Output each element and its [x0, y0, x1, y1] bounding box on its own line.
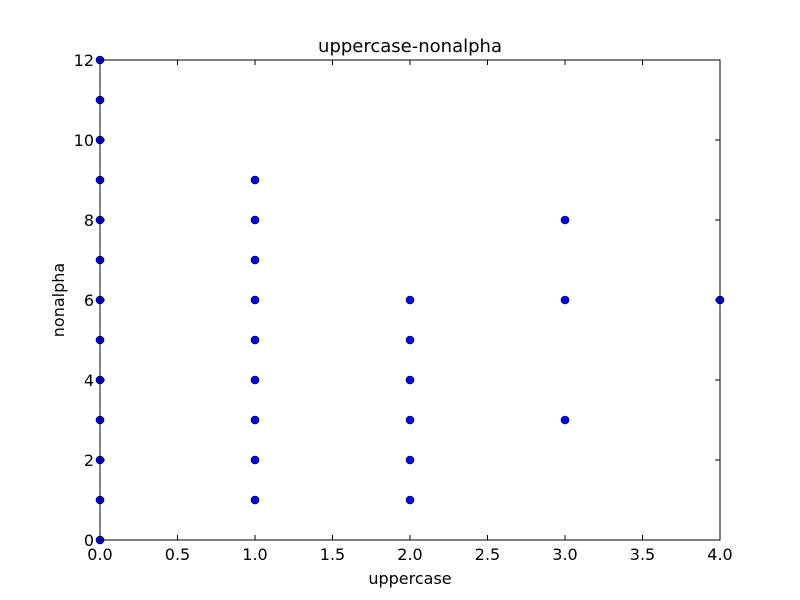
y-tick-label: 0	[84, 531, 94, 550]
chart-title: uppercase-nonalpha	[318, 36, 502, 57]
data-point	[250, 455, 260, 465]
y-tick-label: 8	[84, 211, 94, 230]
x-axis-label: uppercase	[368, 569, 451, 588]
x-tick-label: 1.5	[320, 545, 345, 564]
data-point	[250, 255, 260, 265]
data-point	[560, 295, 570, 305]
data-point	[405, 415, 415, 425]
data-point	[405, 335, 415, 345]
data-point	[405, 495, 415, 505]
data-point	[405, 455, 415, 465]
y-tick-label: 12	[74, 51, 94, 70]
data-point	[405, 295, 415, 305]
data-point	[250, 495, 260, 505]
axis-ticks: 0.0 0.5 1.0 1.5 2.0 2.5 3.0 3.5 4.0 0 2 4 6 8 10 12	[74, 51, 733, 564]
y-tick-label: 10	[74, 131, 94, 150]
x-tick-label: 1.0	[242, 545, 267, 564]
data-point	[250, 375, 260, 385]
data-points	[95, 55, 725, 545]
y-tick-label: 6	[84, 291, 94, 310]
data-point	[250, 215, 260, 225]
data-point	[250, 415, 260, 425]
data-point	[250, 335, 260, 345]
x-tick-label: 0.5	[165, 545, 190, 564]
data-point	[250, 175, 260, 185]
x-tick-label: 2.0	[397, 545, 422, 564]
y-tick-label: 2	[84, 451, 94, 470]
x-tick-label: 3.5	[630, 545, 655, 564]
data-point	[560, 415, 570, 425]
plot-frame	[99, 59, 721, 541]
data-point	[405, 375, 415, 385]
x-tick-label: 3.0	[552, 545, 577, 564]
x-tick-label: 2.5	[475, 545, 500, 564]
y-tick-label: 4	[84, 371, 94, 390]
x-tick-label: 4.0	[707, 545, 732, 564]
data-point	[250, 295, 260, 305]
y-axis-label: nonalpha	[49, 263, 68, 337]
x-tick-label: 0.0	[87, 545, 112, 564]
data-point	[560, 215, 570, 225]
